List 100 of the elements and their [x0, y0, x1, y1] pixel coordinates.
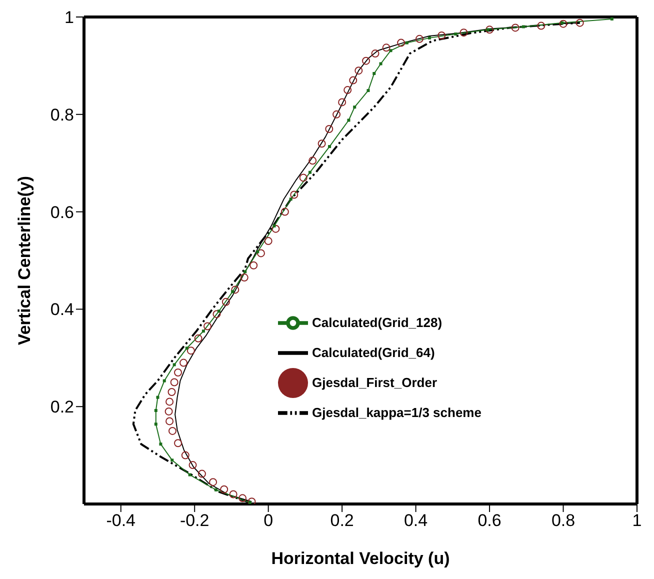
point — [354, 66, 363, 75]
point — [308, 156, 317, 165]
point — [366, 89, 370, 92]
point — [344, 86, 352, 94]
point — [610, 17, 614, 20]
point — [154, 408, 158, 412]
y-tick-label: 0.8 — [50, 105, 74, 124]
point — [170, 458, 174, 462]
x-tick-label: 0.8 — [551, 511, 576, 530]
point — [240, 274, 248, 282]
point — [204, 322, 212, 330]
point — [362, 56, 370, 65]
point — [272, 224, 276, 228]
x-tick-label: 1 — [632, 511, 642, 530]
point — [308, 170, 312, 174]
point — [180, 358, 188, 367]
point — [217, 310, 220, 313]
point — [172, 363, 176, 366]
point — [154, 422, 158, 426]
point — [220, 485, 228, 494]
point — [349, 76, 358, 84]
x-tick-label: 0.6 — [478, 511, 502, 530]
point — [318, 140, 326, 148]
point — [186, 346, 195, 355]
point — [174, 439, 182, 448]
point — [428, 36, 431, 40]
point — [185, 346, 188, 350]
point — [290, 190, 298, 199]
point — [250, 261, 258, 270]
point — [537, 22, 546, 30]
point — [272, 224, 280, 233]
x-axis-title: Horizontal Velocity (u) — [271, 549, 450, 568]
point — [256, 249, 265, 258]
point — [454, 32, 458, 36]
x-tick-label: 0.4 — [404, 511, 428, 530]
point — [181, 451, 190, 460]
point — [174, 368, 182, 377]
point — [338, 98, 346, 106]
point — [248, 501, 252, 504]
point — [202, 330, 205, 333]
point — [280, 208, 289, 216]
point — [299, 174, 308, 182]
point — [389, 49, 392, 52]
point — [576, 18, 584, 27]
legend-label: Calculated(Grid_64) — [312, 345, 435, 360]
x-tick-label: 0 — [264, 511, 274, 530]
point — [264, 237, 272, 246]
y-tick-label: 1 — [64, 8, 74, 28]
point — [438, 32, 446, 40]
point — [166, 417, 174, 426]
point — [166, 398, 174, 406]
point — [188, 473, 192, 476]
y-tick-label: 0.6 — [50, 202, 74, 222]
point — [188, 461, 197, 470]
point — [229, 490, 238, 498]
point — [194, 334, 202, 342]
x-tick-label: 0.2 — [330, 511, 354, 530]
point — [209, 478, 218, 486]
point — [328, 145, 332, 148]
point — [231, 290, 234, 294]
point — [397, 38, 406, 47]
legend-label: Gjesdal_kappa=1/3 scheme — [312, 405, 482, 420]
point — [486, 26, 494, 34]
x-tick-label: -0.2 — [180, 511, 210, 530]
x-tick-label: -0.4 — [106, 511, 136, 530]
point — [405, 41, 408, 44]
point — [379, 62, 382, 66]
point — [353, 106, 356, 109]
point — [222, 298, 230, 306]
point — [238, 494, 247, 502]
point — [289, 198, 292, 201]
y-axis-title: Vertical Centerline(y) — [15, 176, 34, 346]
point — [256, 250, 260, 254]
point — [522, 25, 525, 28]
point — [332, 110, 341, 118]
point — [244, 270, 247, 274]
point — [170, 378, 178, 386]
point — [415, 34, 424, 43]
point — [325, 125, 334, 134]
point — [162, 379, 166, 382]
legend-label: Calculated(Grid_128) — [312, 315, 442, 330]
point — [382, 44, 390, 52]
point — [371, 50, 380, 58]
point — [164, 407, 173, 416]
point — [460, 28, 468, 37]
point — [198, 470, 206, 478]
y-tick-label: 0.2 — [50, 398, 74, 417]
point — [511, 24, 520, 32]
point — [156, 396, 160, 399]
point — [168, 426, 176, 435]
point — [372, 72, 376, 75]
y-tick-label: 0.4 — [50, 300, 74, 320]
point — [168, 388, 176, 396]
point — [559, 20, 568, 28]
point — [231, 286, 240, 294]
legend-label: Gjesdal_First_Order — [312, 375, 437, 390]
point — [248, 498, 256, 504]
point — [347, 118, 350, 122]
point — [214, 488, 218, 492]
point — [212, 310, 221, 318]
